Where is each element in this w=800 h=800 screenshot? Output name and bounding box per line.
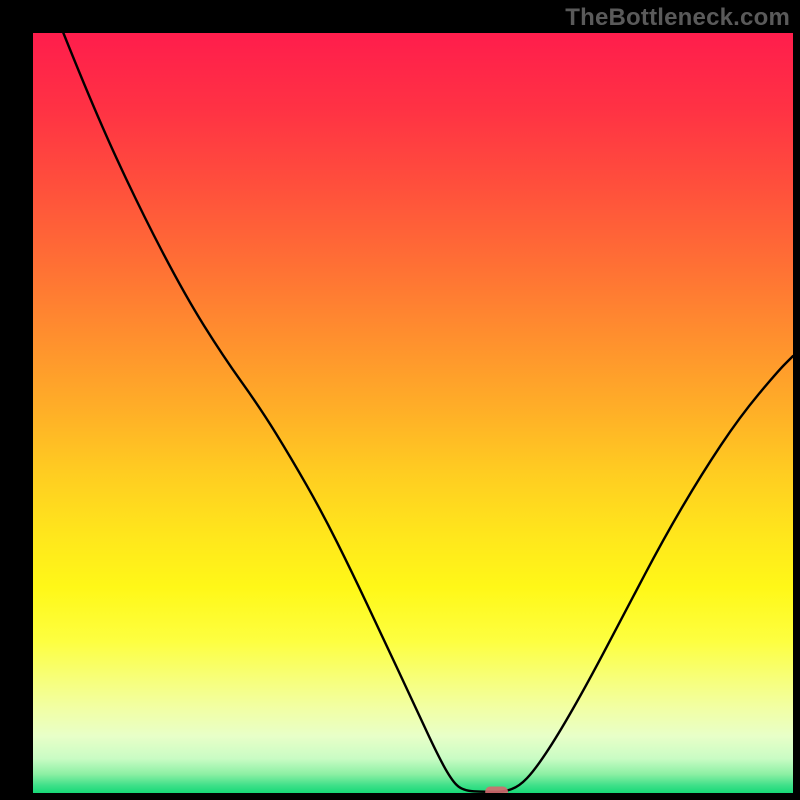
chart-background (33, 33, 793, 793)
chart-frame: TheBottleneck.com (0, 0, 800, 800)
chart-svg (33, 33, 793, 793)
plot-area (33, 33, 793, 793)
optimal-point-marker (485, 787, 508, 793)
watermark-text: TheBottleneck.com (565, 4, 790, 32)
